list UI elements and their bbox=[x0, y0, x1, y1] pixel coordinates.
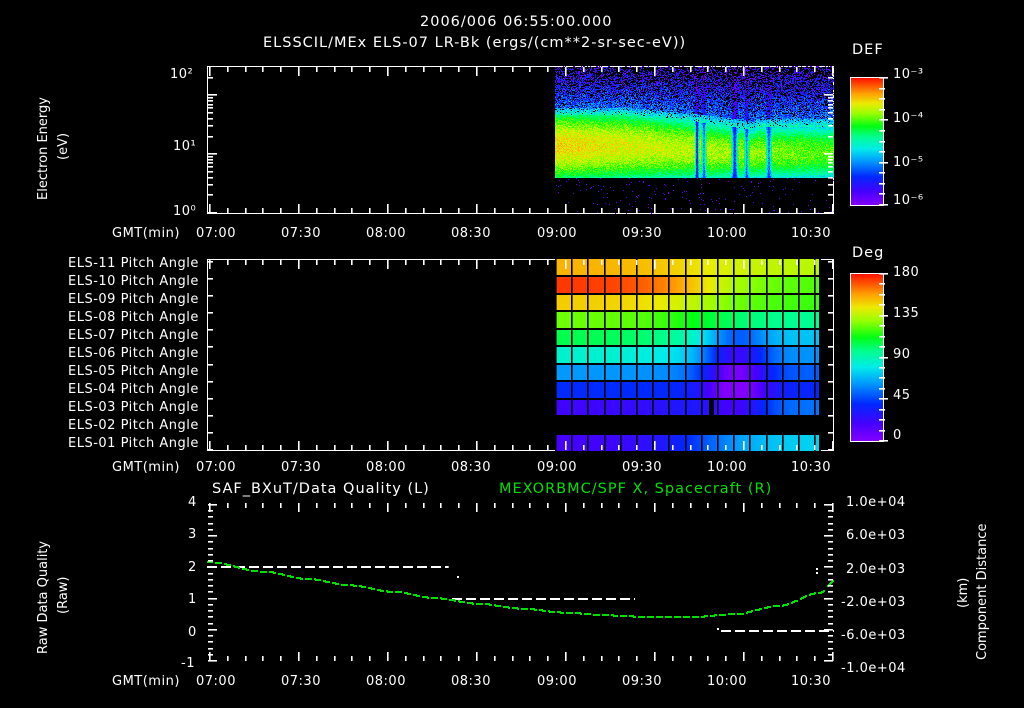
pitchangle-xtick-0800: 08:00 bbox=[366, 460, 406, 475]
pitchangle-xtick-1030: 10:30 bbox=[791, 460, 831, 475]
spectrogram-xlabel: GMT(min) bbox=[112, 226, 180, 241]
spectrogram-ytick-0: 10⁰ bbox=[173, 204, 197, 219]
distance-ytick-p2e3: 2.0e+03 bbox=[846, 562, 906, 577]
def-colorbar-title: DEF bbox=[852, 42, 884, 58]
spectrogram-ytick-2: 10² bbox=[170, 67, 194, 82]
def-colorbar bbox=[850, 77, 884, 206]
pitchangle-row-label-els07: ELS-07 Pitch Angle bbox=[68, 328, 199, 343]
pitchangle-row-label-els11: ELS-11 Pitch Angle bbox=[68, 256, 199, 271]
dataquality-ytick-left-0: 0 bbox=[188, 625, 197, 640]
distance-ytick-p6e3: 6.0e+03 bbox=[846, 528, 906, 543]
header-subtitle: ELSSCIL/MEx ELS-07 LR-Bk (ergs/(cm**2-sr… bbox=[263, 35, 687, 51]
distance-ytick-m1e4: -1.0e+04 bbox=[841, 661, 906, 676]
def-colorbar-tick-5: 10⁻⁵ bbox=[893, 155, 924, 170]
def-colorbar-ticks bbox=[879, 74, 893, 207]
pitchangle-row-label-els05: ELS-05 Pitch Angle bbox=[68, 364, 199, 379]
spectrogram-xtick-0730: 07:30 bbox=[281, 226, 321, 241]
pitchangle-row-label-els09: ELS-09 Pitch Angle bbox=[68, 292, 199, 307]
pitchangle-row-label-els04: ELS-04 Pitch Angle bbox=[68, 382, 199, 397]
pitchangle-xtick-0830: 08:30 bbox=[451, 460, 491, 475]
dataquality-ytick-left-4: 4 bbox=[188, 495, 197, 510]
distance-ylabel-right-unit: (km) bbox=[956, 577, 971, 608]
distance-ytick-m2e3: -2.0e+03 bbox=[841, 595, 906, 610]
pitchangle-row-label-els01: ELS-01 Pitch Angle bbox=[68, 436, 199, 451]
header-datetime: 2006/006 06:55:00.000 bbox=[420, 14, 613, 30]
spectrogram-ylabel-unit: (eV) bbox=[56, 132, 71, 160]
dataquality-xtick-1000: 10:00 bbox=[707, 674, 747, 689]
distance-ytick-m6e3: -6.0e+03 bbox=[841, 628, 906, 643]
def-colorbar-tick-4: 10⁻⁴ bbox=[893, 111, 924, 126]
spectrogram-xtick-1030: 10:30 bbox=[791, 226, 831, 241]
dataquality-ytick-left-m1: -1 bbox=[181, 656, 195, 671]
deg-colorbar-tick-90: 90 bbox=[893, 347, 911, 362]
dataquality-xtick-0900: 09:00 bbox=[537, 674, 577, 689]
distance-ytick-p1e4: 1.0e+04 bbox=[846, 495, 906, 510]
dataquality-title-right: MEXORBMC/SPF X, Spacecraft (R) bbox=[499, 481, 773, 497]
dataquality-xtick-1030: 10:30 bbox=[791, 674, 831, 689]
distance-ylabel-right: Component Distance bbox=[975, 523, 990, 660]
spectrogram-tick-overlay bbox=[207, 66, 834, 214]
dataquality-ytick-left-2: 2 bbox=[188, 560, 197, 575]
pitchangle-row-label-els08: ELS-08 Pitch Angle bbox=[68, 310, 199, 325]
spectrogram-xtick-0830: 08:30 bbox=[451, 226, 491, 241]
spectrogram-xtick-0930: 09:30 bbox=[622, 226, 662, 241]
pitchangle-tick-overlay bbox=[207, 259, 834, 451]
pitchangle-row-label-els03: ELS-03 Pitch Angle bbox=[68, 400, 199, 415]
dataquality-xtick-0800: 08:00 bbox=[366, 674, 406, 689]
spectrogram-xtick-0900: 09:00 bbox=[537, 226, 577, 241]
spectrogram-ylabel: Electron Energy bbox=[36, 97, 51, 200]
pitchangle-xtick-0900: 09:00 bbox=[537, 460, 577, 475]
spectrogram-xtick-1000: 10:00 bbox=[707, 226, 747, 241]
spectrogram-ytick-1: 10¹ bbox=[173, 139, 197, 154]
deg-colorbar-title: Deg bbox=[852, 245, 885, 261]
dataquality-title-left: SAF_BXuT/Data Quality (L) bbox=[212, 481, 430, 497]
dataquality-ylabel-left-unit: (Raw) bbox=[56, 576, 71, 615]
dataquality-xtick-0830: 08:30 bbox=[451, 674, 491, 689]
pitchangle-xlabel: GMT(min) bbox=[112, 460, 180, 475]
deg-colorbar-ticks bbox=[879, 270, 893, 443]
dataquality-tick-overlay bbox=[207, 502, 834, 662]
pitchangle-row-label-els06: ELS-06 Pitch Angle bbox=[68, 346, 199, 361]
deg-colorbar-tick-135: 135 bbox=[893, 306, 920, 321]
deg-colorbar-tick-45: 45 bbox=[893, 388, 911, 403]
def-colorbar-tick-3: 10⁻³ bbox=[893, 67, 924, 82]
dataquality-xlabel: GMT(min) bbox=[112, 674, 180, 689]
spectrogram-xtick-0800: 08:00 bbox=[366, 226, 406, 241]
dataquality-ylabel-left: Raw Data Quality bbox=[36, 540, 51, 654]
dataquality-xtick-0930: 09:30 bbox=[622, 674, 662, 689]
pitchangle-row-label-els02: ELS-02 Pitch Angle bbox=[68, 418, 199, 433]
spectrogram-xtick-0700: 07:00 bbox=[196, 226, 236, 241]
pitchangle-xtick-0700: 07:00 bbox=[196, 460, 236, 475]
dataquality-xtick-0730: 07:30 bbox=[281, 674, 321, 689]
pitchangle-row-label-els10: ELS-10 Pitch Angle bbox=[68, 274, 199, 289]
dataquality-ytick-left-3: 3 bbox=[188, 527, 197, 542]
def-colorbar-tick-6: 10⁻⁶ bbox=[893, 193, 924, 208]
dataquality-ytick-left-1: 1 bbox=[188, 592, 197, 607]
pitchangle-xtick-1000: 10:00 bbox=[707, 460, 747, 475]
pitchangle-xtick-0730: 07:30 bbox=[281, 460, 321, 475]
pitchangle-xtick-0930: 09:30 bbox=[622, 460, 662, 475]
deg-colorbar-tick-180: 180 bbox=[893, 265, 920, 280]
dataquality-xtick-0700: 07:00 bbox=[196, 674, 236, 689]
deg-colorbar-tick-0: 0 bbox=[893, 428, 902, 443]
